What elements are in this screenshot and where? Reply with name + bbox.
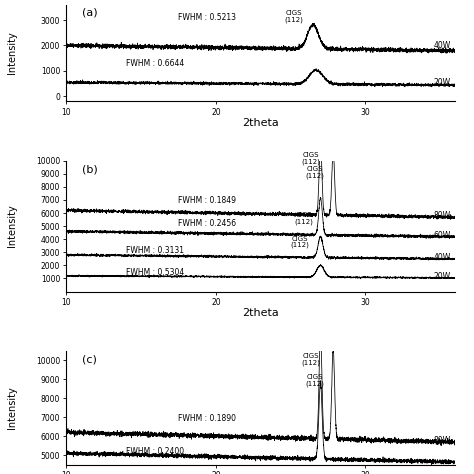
X-axis label: 2theta: 2theta bbox=[242, 308, 279, 318]
Text: CIGS
(112): CIGS (112) bbox=[306, 166, 325, 179]
Text: FWHM : 0.3131: FWHM : 0.3131 bbox=[126, 246, 184, 255]
Text: (a): (a) bbox=[82, 8, 98, 18]
Text: FWHM : 0.1849: FWHM : 0.1849 bbox=[179, 196, 237, 205]
Text: 40W: 40W bbox=[433, 41, 451, 50]
Text: FWHM : 0.1890: FWHM : 0.1890 bbox=[179, 414, 237, 423]
Text: FWHM : 0.2456: FWHM : 0.2456 bbox=[179, 219, 237, 228]
Text: 20W: 20W bbox=[433, 78, 451, 87]
Text: CIGS
(112): CIGS (112) bbox=[301, 152, 320, 164]
Text: (b): (b) bbox=[82, 164, 98, 174]
Text: CIGS
(112): CIGS (112) bbox=[295, 212, 313, 225]
Text: 40W: 40W bbox=[433, 253, 451, 262]
Text: CIGS
(112): CIGS (112) bbox=[284, 10, 303, 23]
Text: Intensity: Intensity bbox=[7, 32, 17, 74]
Text: Intensity: Intensity bbox=[7, 386, 17, 429]
Text: 20W: 20W bbox=[433, 273, 451, 282]
Text: CIGS
(112): CIGS (112) bbox=[306, 374, 325, 387]
X-axis label: 2theta: 2theta bbox=[242, 118, 279, 128]
Text: CIGS
(112): CIGS (112) bbox=[301, 354, 320, 366]
Text: Intensity: Intensity bbox=[7, 205, 17, 247]
Text: FWHM : 0.5213: FWHM : 0.5213 bbox=[179, 13, 237, 22]
Text: 80W: 80W bbox=[433, 436, 451, 445]
Text: 80W: 80W bbox=[433, 210, 451, 219]
Text: CIGS
(112): CIGS (112) bbox=[290, 236, 309, 248]
Text: (c): (c) bbox=[82, 354, 97, 364]
Text: FWHM : 0.5304: FWHM : 0.5304 bbox=[126, 268, 184, 277]
Text: FWHM : 0.6644: FWHM : 0.6644 bbox=[126, 59, 184, 68]
Text: FWHM : 0.2400: FWHM : 0.2400 bbox=[126, 447, 184, 456]
Text: 60W: 60W bbox=[433, 231, 451, 240]
